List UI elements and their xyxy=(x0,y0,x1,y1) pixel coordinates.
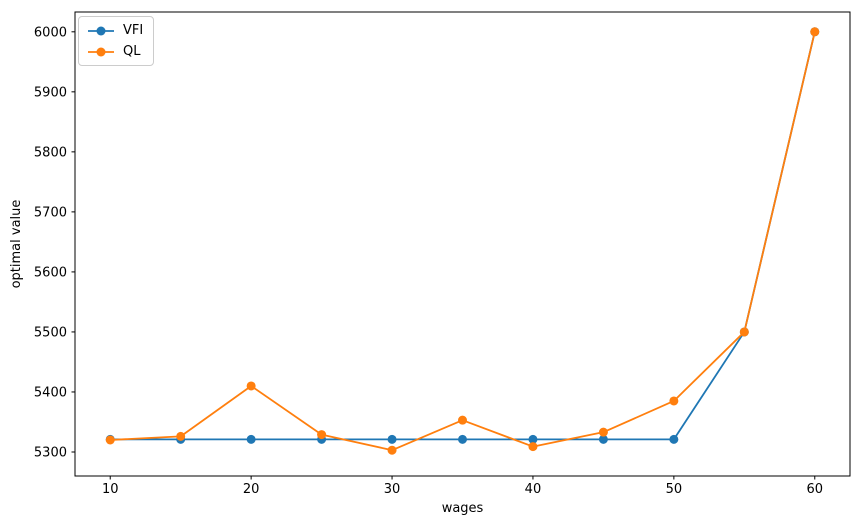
y-axis-label: optimal value xyxy=(9,200,24,289)
data-point-vfi xyxy=(246,434,256,444)
data-point-ql xyxy=(176,431,186,441)
legend-label-ql: QL xyxy=(123,44,141,59)
y-tick-label: 5800 xyxy=(34,145,67,160)
y-tick-label: 6000 xyxy=(34,25,67,40)
data-point-ql xyxy=(739,327,749,337)
axes-spines xyxy=(74,11,851,477)
data-point-ql xyxy=(458,415,467,425)
legend-label-vfi: VFI xyxy=(123,23,144,38)
y-tick-label: 5700 xyxy=(34,205,67,220)
x-tick-label: 60 xyxy=(806,482,823,497)
data-point-vfi xyxy=(528,434,538,444)
y-tick-label: 5600 xyxy=(34,265,67,280)
data-point-vfi xyxy=(387,434,397,444)
series-line-vfi xyxy=(110,31,816,441)
x-tick-label: 50 xyxy=(666,482,683,497)
x-axis-label: wages xyxy=(442,501,484,516)
x-tick-label: 40 xyxy=(525,482,542,497)
data-point-ql xyxy=(387,445,397,455)
x-tick-label: 10 xyxy=(102,482,119,497)
data-point-ql xyxy=(598,427,608,437)
y-tick-label: 5500 xyxy=(34,325,67,340)
data-point-ql xyxy=(528,442,538,452)
data-point-vfi xyxy=(669,434,679,444)
data-point-vfi xyxy=(598,434,608,444)
series-line-ql xyxy=(110,31,816,452)
data-point-ql xyxy=(669,396,679,406)
data-point-vfi xyxy=(458,434,467,444)
legend-item-vfi: VFI xyxy=(87,22,143,39)
data-point-ql xyxy=(810,27,820,37)
legend: VFI QL xyxy=(78,16,155,66)
y-tick-label: 5900 xyxy=(34,85,67,100)
legend-item-ql: QL xyxy=(87,43,143,60)
data-point-ql xyxy=(317,430,327,440)
x-tick-label: 30 xyxy=(384,482,401,497)
y-tick-label: 5400 xyxy=(34,385,67,400)
y-tick-label: 5300 xyxy=(34,445,67,460)
data-point-ql xyxy=(105,435,115,445)
ql-line-marker-icon xyxy=(88,47,114,56)
x-tick-label: 20 xyxy=(243,482,260,497)
vfi-line-marker-icon xyxy=(88,26,114,35)
data-point-ql xyxy=(246,381,256,391)
